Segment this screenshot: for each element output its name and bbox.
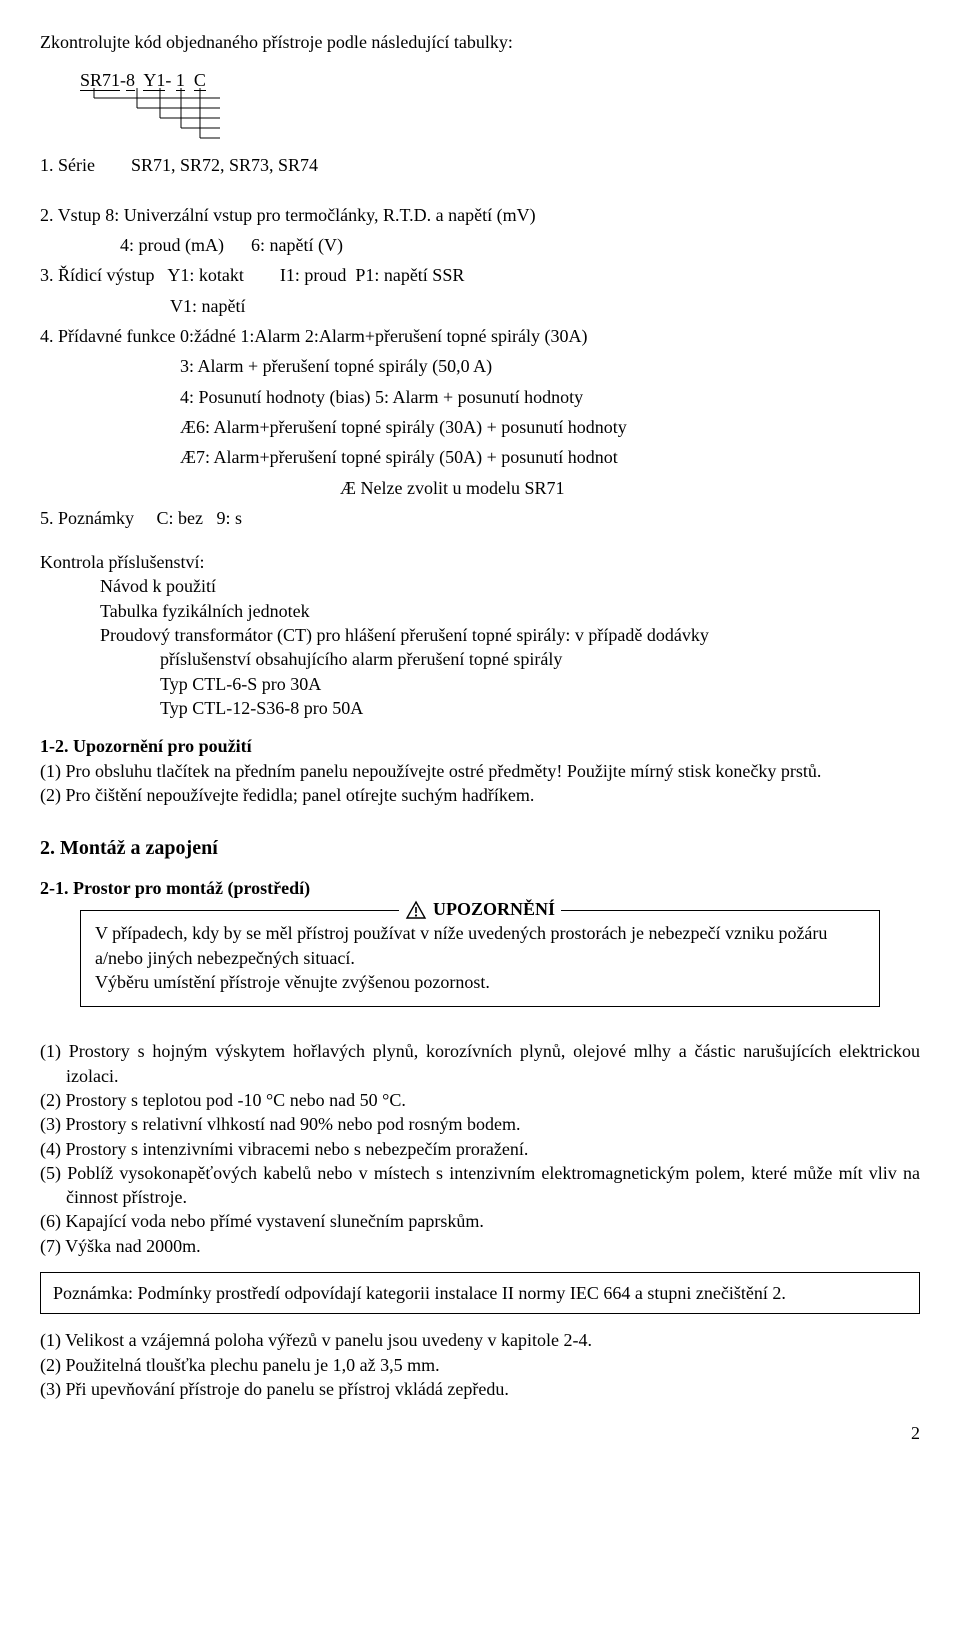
list2-p2: (2) Prostory s teplotou pod -10 °C nebo … [40, 1088, 920, 1112]
line5-label: Poznámky C: bez 9: s [58, 508, 242, 528]
sec2-heading: 2. Montáž a zapojení [40, 835, 920, 862]
list2-p6: (6) Kapající voda nebo přímé vystavení s… [40, 1209, 920, 1233]
list2-p1: (1) Prostory s hojným výskytem hořlavých… [40, 1039, 920, 1088]
line2-label: Vstup 8: Univerzální vstup pro termočlán… [58, 205, 536, 225]
line4d: Æ6: Alarm+přerušení topné spirály (30A) … [180, 417, 627, 437]
list2-p4: (4) Prostory s intenzivními vibracemi ne… [40, 1137, 920, 1161]
line2b: 4: proud (mA) 6: napětí (V) [120, 235, 343, 255]
line4-label: Přídavné funkce 0:žádné 1:Alarm 2:Alarm+… [58, 326, 588, 346]
note-box: Poznámka: Podmínky prostředí odpovídají … [40, 1272, 920, 1314]
warning-label-text: UPOZORNĚNÍ [433, 897, 555, 921]
line4e: Æ7: Alarm+přerušení topné spirály (50A) … [180, 447, 618, 467]
list2-p5: (5) Poblíž vysokonapěťových kabelů nebo … [40, 1161, 920, 1210]
line4-num: 4. [40, 326, 54, 346]
line3-num: 3. [40, 265, 54, 285]
acc-3b: příslušenství obsahujícího alarm přeruše… [160, 647, 920, 671]
warning-icon [405, 900, 427, 920]
line4c: 4: Posunutí hodnoty (bias) 5: Alarm + po… [180, 387, 583, 407]
acc-3: Proudový transformátor (CT) pro hlášení … [100, 623, 920, 647]
accessories-title: Kontrola příslušenství: [40, 550, 920, 574]
acc-5: Typ CTL-12-S36-8 pro 50A [160, 696, 920, 720]
warning-box: UPOZORNĚNÍ V případech, kdy by se měl př… [80, 910, 880, 1007]
sec12-heading: 1-2. Upozornění pro použití [40, 734, 920, 758]
warn-t2: Výběru umístění přístroje věnujte zvýšen… [95, 970, 865, 994]
code-tree [80, 93, 920, 153]
line1-val: SR71, SR72, SR73, SR74 [131, 155, 318, 175]
line3b: V1: napětí [170, 296, 245, 316]
acc-2: Tabulka fyzikálních jednotek [100, 599, 920, 623]
list2-p3: (3) Prostory s relativní vlhkostí nad 90… [40, 1112, 920, 1136]
acc-1: Návod k použití [100, 574, 920, 598]
list2-p7: (7) Výška nad 2000m. [40, 1234, 920, 1258]
line4f: Æ Nelze zvolit u modelu SR71 [340, 478, 564, 498]
sec12-p1: (1) Pro obsluhu tlačítek na předním pane… [40, 759, 920, 783]
line2-num: 2. [40, 205, 54, 225]
list3-p3: (3) Při upevňování přístroje do panelu s… [40, 1377, 920, 1401]
line5-num: 5. [40, 508, 54, 528]
warning-label: UPOZORNĚNÍ [399, 897, 561, 921]
code-breakdown: 1. Série SR71, SR72, SR73, SR74 2. Vstup… [40, 153, 920, 531]
line4b: 3: Alarm + přerušení topné spirály (50,0… [180, 356, 492, 376]
line3-label: Řídicí výstup Y1: kotakt I1: proud P1: n… [58, 265, 464, 285]
warn-t1: V případech, kdy by se měl přístroj použ… [95, 921, 865, 970]
acc-4: Typ CTL-6-S pro 30A [160, 672, 920, 696]
list3-p1: (1) Velikost a vzájemná poloha výřezů v … [40, 1328, 920, 1352]
line1-num: 1. [40, 155, 54, 175]
sec12-p2: (2) Pro čištění nepoužívejte ředidla; pa… [40, 783, 920, 807]
page-number: 2 [40, 1421, 920, 1445]
list3-p2: (2) Použitelná tloušťka plechu panelu je… [40, 1353, 920, 1377]
intro-text: Zkontrolujte kód objednaného přístroje p… [40, 30, 920, 54]
line1-label: Série [58, 155, 95, 175]
